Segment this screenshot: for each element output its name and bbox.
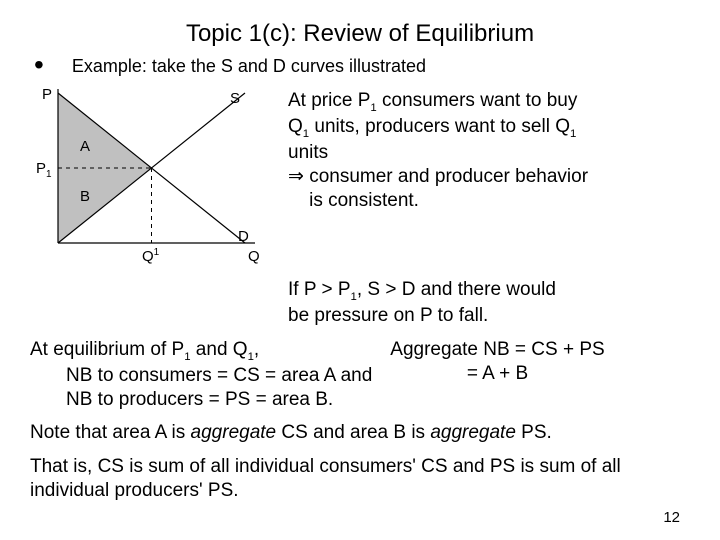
explain-block-2: If P > P1, S > D and there would be pres… [288, 278, 556, 328]
explain-block-1: At price P1 consumers want to buy Q1 uni… [288, 83, 690, 212]
e1l1b: consumers want to buy [377, 90, 578, 111]
b1l2: NB to consumers = CS = area A and [66, 364, 372, 388]
e1l5: is consistent. [288, 189, 690, 213]
label-d: D [238, 228, 249, 245]
note-aggregate: Note that area A is aggregate CS and are… [30, 421, 690, 445]
b2c: PS. [516, 422, 552, 443]
aggregate-nb: Aggregate NB = CS + PS = A + B [390, 338, 604, 412]
e1l1a: At price P [288, 90, 370, 111]
page-title: Topic 1(c): Review of Equilibrium [30, 20, 690, 48]
label-q1: Q1 [142, 247, 160, 265]
e2l2: be pressure on P to fall. [288, 304, 556, 328]
e1l2a: Q [288, 116, 303, 137]
label-q: Q [248, 248, 260, 265]
e1l2sub2: 1 [570, 128, 576, 140]
b2i1: aggregate [191, 422, 277, 443]
bullet-text: Example: take the S and D curves illustr… [72, 56, 426, 77]
e1l3: units [288, 141, 690, 165]
equilibrium-chart: P S D A B P1 Q1 Q [30, 83, 270, 278]
label-s: S [230, 90, 240, 107]
page-number: 12 [663, 509, 680, 526]
b2i2: aggregate [430, 422, 516, 443]
bullet-line: • Example: take the S and D curves illus… [30, 56, 690, 77]
b1l1a: At equilibrium of P [30, 339, 184, 360]
label-a: A [80, 138, 90, 155]
label-b: B [80, 188, 90, 205]
aggl2: = A + B [390, 362, 604, 386]
note-sum: That is, CS is sum of all individual con… [30, 455, 690, 503]
b1l1b: and Q [191, 339, 248, 360]
e1l4: ⇒ consumer and producer behavior [288, 165, 690, 189]
e1l2b: units, producers want to sell Q [309, 116, 570, 137]
aggl1: Aggregate NB = CS + PS [390, 338, 604, 362]
chart-svg: P S D A B P1 Q1 Q [30, 83, 270, 273]
bullet-dot: • [34, 56, 44, 77]
e2l1b: , S > D and there would [357, 279, 556, 300]
equilibrium-block: At equilibrium of P1 and Q1, NB to consu… [30, 338, 690, 412]
b1l1c: , [254, 339, 259, 360]
e2l1a: If P > P [288, 279, 351, 300]
label-p1: P1 [36, 160, 52, 180]
b2b: CS and area B is [276, 422, 430, 443]
b2a: Note that area A is [30, 422, 191, 443]
label-p: P [42, 86, 52, 103]
b1l3: NB to producers = PS = area B. [66, 388, 372, 412]
